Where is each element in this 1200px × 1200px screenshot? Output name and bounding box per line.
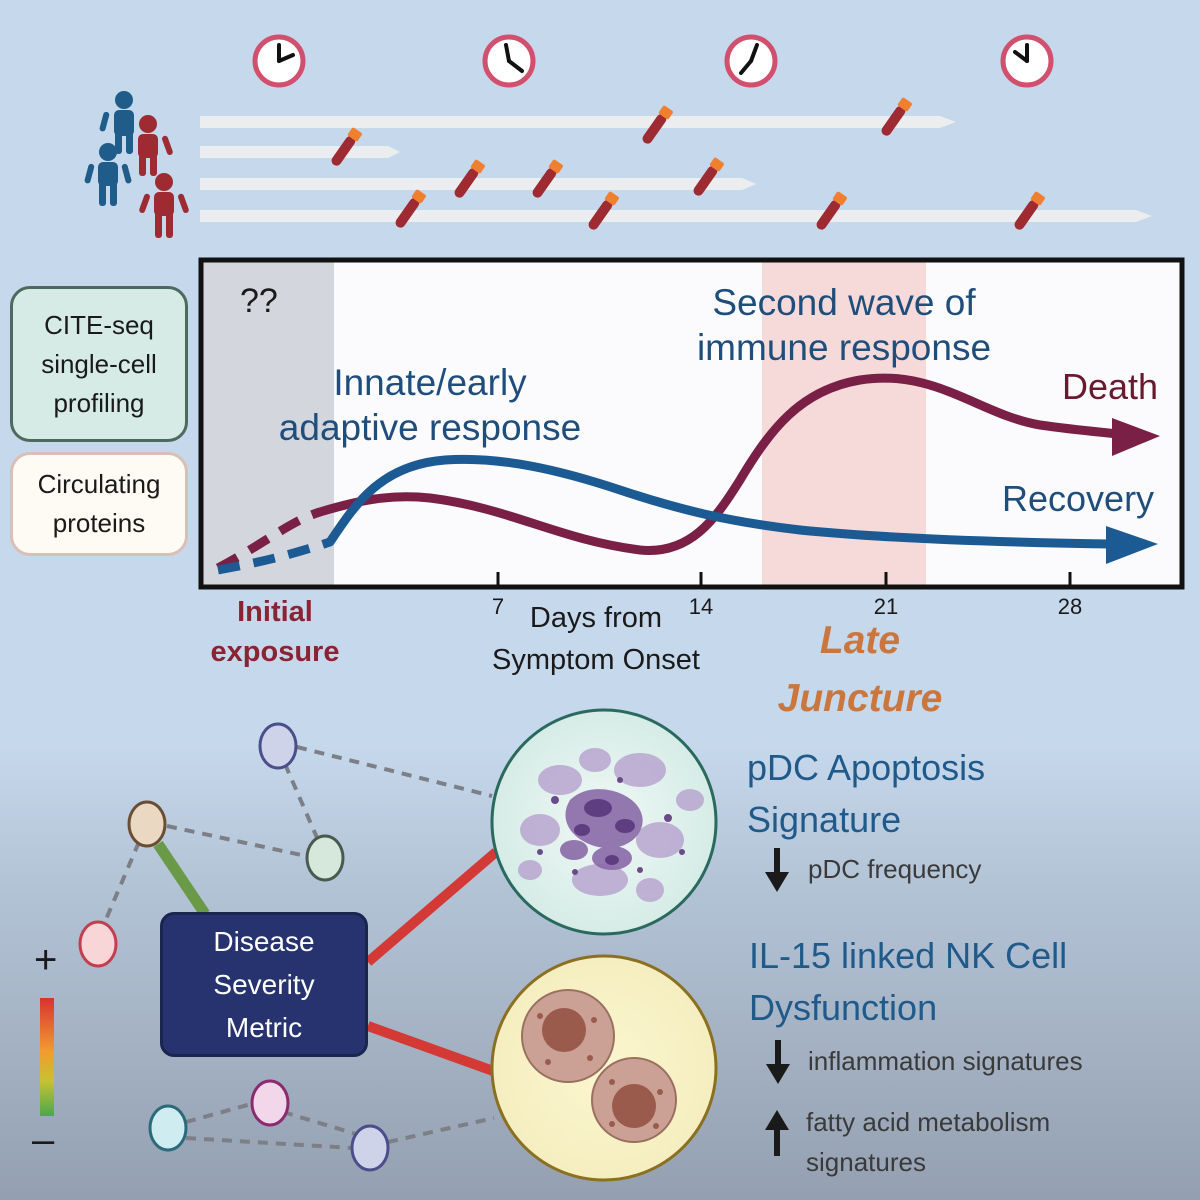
- death-curve-dashed: [215, 507, 322, 572]
- recovery-curve-dashed: [217, 537, 332, 575]
- inflammation-signatures-label: inflammation signatures: [808, 1046, 1083, 1076]
- death-label: Death: [1062, 366, 1159, 407]
- axis-ticks: [496, 572, 1072, 587]
- cite-seq-label: CITE-seq single-cell profiling: [41, 309, 157, 418]
- up-arrow-icon: [765, 1110, 789, 1156]
- clock-icon: [724, 34, 778, 88]
- blood-tube-icon: [454, 159, 485, 198]
- fatty-acid-signatures-label: fatty acid metabolism signatures: [806, 1107, 1051, 1177]
- tick-label-28: 28: [1057, 594, 1083, 619]
- recovery-arrowhead: [1106, 526, 1158, 564]
- blood-tube-icon: [816, 191, 847, 230]
- death-arrowhead: [1112, 418, 1160, 456]
- down-arrow-icon: [765, 848, 789, 892]
- initial-exposure-label: Initial exposure: [210, 596, 340, 668]
- circulating-proteins-label: Circulating proteins: [37, 469, 161, 538]
- network-links: [102, 745, 495, 1150]
- pdc-frequency-label: pDC frequency: [808, 854, 982, 884]
- second-wave-label: Second wave of immune response: [696, 282, 992, 368]
- unknown-mark: ??: [240, 282, 278, 320]
- recovery-curve: [325, 454, 1115, 549]
- link-green: [153, 840, 210, 918]
- nk-cells-icon: [490, 954, 718, 1182]
- early-unknown-band: [201, 260, 334, 587]
- blood-tube-icon: [881, 97, 912, 136]
- disease-severity-metric-box: Disease Severity Metric: [160, 912, 368, 1057]
- link-red-top: [364, 848, 500, 966]
- circulating-proteins-box: Circulating proteins: [10, 452, 188, 556]
- network-nodes: [78, 722, 390, 1172]
- tick-label-21: 21: [873, 594, 899, 619]
- clock-icon: [1000, 34, 1054, 88]
- patient-timelines: [200, 116, 1152, 222]
- innate-response-label: Innate/early adaptive response: [278, 362, 582, 448]
- late-juncture-label: Late Juncture: [777, 619, 943, 720]
- scale-plus-label: +: [34, 938, 58, 982]
- blood-tube-icon: [1014, 191, 1045, 230]
- clock-icon: [482, 34, 536, 88]
- blood-samples: [331, 97, 1045, 230]
- recovery-label: Recovery: [1002, 478, 1155, 519]
- link-red-bottom: [366, 1021, 498, 1077]
- pdc-apoptosis-title: pDC Apoptosis Signature: [747, 747, 986, 840]
- blood-tube-icon: [642, 105, 673, 144]
- blood-tube-icon: [532, 159, 563, 198]
- tick-label-14: 14: [688, 594, 714, 619]
- pdc-apoptotic-cell-icon: [490, 708, 718, 936]
- blood-tube-icon: [395, 189, 426, 228]
- nk-dysfunction-title: IL-15 linked NK Cell Dysfunction: [749, 935, 1068, 1028]
- plot-frame: [198, 257, 1185, 590]
- severity-scale-bar: [40, 998, 54, 1116]
- down-arrow-icon: [766, 1040, 790, 1084]
- death-curve: [315, 373, 1123, 555]
- clock-icon: [252, 34, 306, 88]
- cite-seq-box: CITE-seq single-cell profiling: [10, 286, 188, 442]
- patients-icon: [84, 91, 189, 238]
- blood-tube-icon: [693, 157, 724, 196]
- blood-tube-icon: [588, 191, 619, 230]
- blood-tube-icon: [331, 127, 362, 166]
- scale-minus-label: –: [32, 1118, 55, 1162]
- axis-title: Days from Symptom Onset: [492, 602, 700, 676]
- disease-severity-metric-label: Disease Severity Metric: [213, 926, 315, 1043]
- tick-label-7: 7: [491, 594, 505, 619]
